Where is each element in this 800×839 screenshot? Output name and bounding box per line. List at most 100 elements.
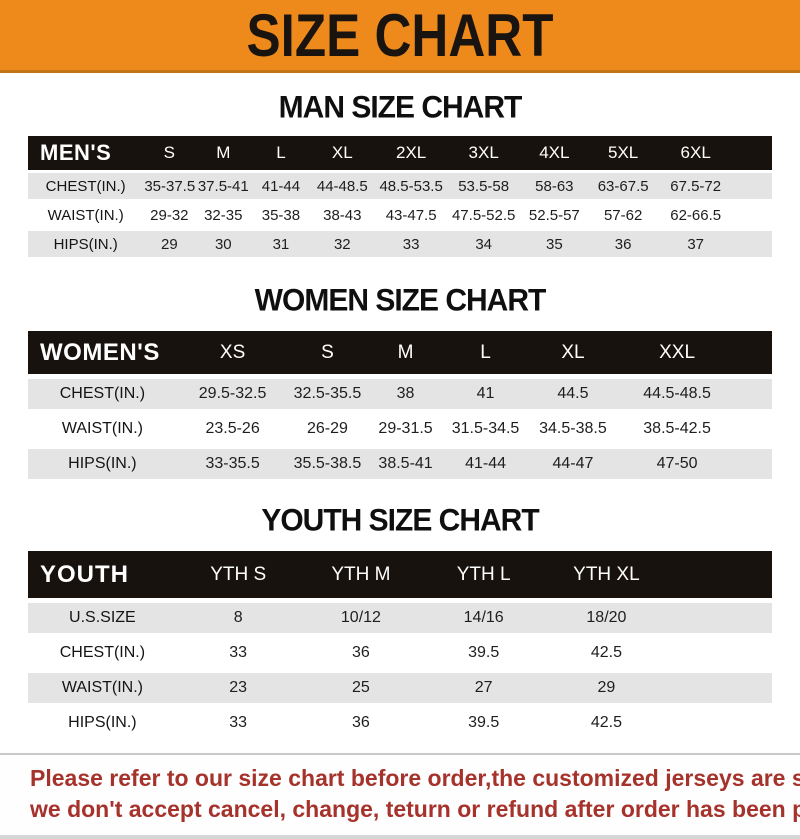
size-cell: 35-37.5 bbox=[143, 173, 196, 199]
column-header: YTH XL bbox=[545, 551, 668, 598]
row-spacer bbox=[668, 638, 772, 668]
table-row: U.S.SIZE 8 10/12 14/16 18/20 bbox=[28, 603, 772, 633]
row-label: HIPS(IN.) bbox=[28, 449, 177, 479]
size-cell: 38 bbox=[366, 379, 445, 409]
table-band-label: WOMEN'S bbox=[28, 331, 177, 374]
size-chart-banner: SIZE CHART bbox=[0, 0, 800, 73]
size-cell: 42.5 bbox=[590, 644, 622, 661]
row-spacer bbox=[734, 449, 772, 479]
row-spacer bbox=[667, 673, 772, 703]
column-header: S bbox=[288, 331, 367, 374]
column-header: 2XL bbox=[373, 136, 449, 170]
size-cell: 47.5-52.5 bbox=[451, 206, 516, 224]
column-header: YTH S bbox=[176, 551, 300, 598]
column-header: L bbox=[251, 136, 311, 170]
size-cell: 33 bbox=[229, 644, 248, 661]
table-row: CHEST(IN.) 35-37.5 37.5-41 41-44 44-48.5 48.5… bbox=[28, 173, 772, 199]
size-cell: 38-43 bbox=[323, 206, 362, 224]
section-title: WOMEN SIZE CHART bbox=[254, 283, 547, 318]
size-cell: 33 bbox=[373, 231, 449, 257]
size-cell: 41 bbox=[444, 379, 527, 409]
table-row: CHEST(IN.) 29.5-32.5 32.5-35.5 38 41 44.5 44.5… bbox=[28, 379, 772, 409]
table-band-label: MEN'S bbox=[28, 136, 144, 170]
column-header: 3XL bbox=[448, 136, 519, 170]
table-row: HIPS(IN.) 29 30 31 32 33 34 35 36 37 bbox=[28, 231, 772, 257]
column-header: M bbox=[366, 331, 445, 374]
size-cell: 31 bbox=[251, 231, 311, 257]
header-spacer bbox=[734, 331, 772, 374]
column-header: L bbox=[444, 331, 527, 374]
size-cell: 33-35.5 bbox=[176, 449, 289, 479]
size-cell: 44-48.5 bbox=[310, 173, 374, 199]
table-header-row: MEN'S S M L XL 2XL 3XL 4XL 5XL 6XL bbox=[28, 136, 772, 170]
header-spacer bbox=[667, 551, 772, 598]
size-cell: 39.5 bbox=[468, 644, 500, 661]
size-cell: 38.5-41 bbox=[366, 449, 445, 479]
size-tables-container: MAN SIZE CHART MEN'S S M L XL 2XL 3XL 4XL 5XL 6XL C… bbox=[0, 90, 800, 743]
size-cell: 35-38 bbox=[261, 206, 301, 224]
size-cell: 10/12 bbox=[299, 603, 423, 633]
column-header: XS bbox=[176, 331, 289, 374]
table-row: WAIST(IN.) 29-32 32-35 35-38 38-43 43-47.5 47.… bbox=[28, 202, 772, 228]
row-label: U.S.SIZE bbox=[28, 603, 177, 633]
size-cell: 35.5-38.5 bbox=[288, 449, 367, 479]
size-table: YOUTH YTH S YTH M YTH L YTH XL U.S.SIZE 8 10/12… bbox=[28, 546, 772, 743]
size-cell: 14/16 bbox=[422, 603, 546, 633]
size-section: WOMEN SIZE CHART WOMEN'S XS S M L XL XXL CHEST(I… bbox=[28, 283, 772, 484]
row-spacer bbox=[734, 379, 772, 409]
size-cell: 44.5-48.5 bbox=[619, 379, 735, 409]
table-header-row: WOMEN'S XS S M L XL XXL bbox=[28, 331, 772, 374]
size-cell: 25 bbox=[299, 673, 423, 703]
row-spacer bbox=[734, 231, 772, 257]
size-cell: 33 bbox=[229, 714, 248, 731]
size-cell: 63-67.5 bbox=[589, 173, 657, 199]
footer-disclaimer: Please refer to our size chart before or… bbox=[0, 753, 800, 839]
banner-title: SIZE CHART bbox=[246, 0, 554, 70]
size-cell: 29-32 bbox=[150, 206, 189, 224]
row-label: WAIST(IN.) bbox=[61, 420, 143, 437]
row-spacer bbox=[734, 173, 772, 199]
size-cell: 35 bbox=[519, 231, 590, 257]
row-label: WAIST(IN.) bbox=[28, 673, 177, 703]
size-cell: 29-31.5 bbox=[378, 420, 433, 437]
disclaimer-line-1: Please refer to our size chart before or… bbox=[30, 764, 800, 792]
size-cell: 34 bbox=[448, 231, 519, 257]
size-cell: 26-29 bbox=[306, 420, 348, 437]
row-label: HIPS(IN.) bbox=[28, 231, 144, 257]
size-cell: 67.5-72 bbox=[656, 173, 735, 199]
size-cell: 29.5-32.5 bbox=[176, 379, 289, 409]
table-row: WAIST(IN.) 23 25 27 29 bbox=[28, 673, 772, 703]
column-header: S bbox=[143, 136, 196, 170]
size-cell: 32-35 bbox=[204, 206, 243, 224]
row-label: CHEST(IN.) bbox=[59, 644, 146, 661]
size-table: WOMEN'S XS S M L XL XXL CHEST(IN.) 29.5-32.5 32.5… bbox=[28, 326, 772, 484]
size-cell: 37 bbox=[656, 231, 735, 257]
section-title: MAN SIZE CHART bbox=[278, 90, 523, 125]
section-title: YOUTH SIZE CHART bbox=[261, 503, 539, 538]
size-cell: 52.5-57 bbox=[528, 206, 580, 224]
size-cell: 44-47 bbox=[526, 449, 620, 479]
size-cell: 30 bbox=[195, 231, 252, 257]
size-cell: 32 bbox=[310, 231, 374, 257]
size-cell: 27 bbox=[422, 673, 546, 703]
size-cell: 23 bbox=[176, 673, 300, 703]
table-band-label: YOUTH bbox=[28, 551, 177, 598]
size-cell: 41-44 bbox=[251, 173, 311, 199]
column-header: YTH M bbox=[299, 551, 423, 598]
size-cell: 42.5 bbox=[590, 714, 622, 731]
row-spacer bbox=[668, 708, 772, 738]
table-row: HIPS(IN.) 33-35.5 35.5-38.5 38.5-41 41-44 44-… bbox=[28, 449, 772, 479]
size-cell: 18/20 bbox=[545, 603, 668, 633]
size-cell: 37.5-41 bbox=[195, 173, 252, 199]
size-cell: 58-63 bbox=[519, 173, 590, 199]
size-cell: 32.5-35.5 bbox=[288, 379, 367, 409]
size-cell: 57-62 bbox=[603, 206, 643, 224]
row-label: WAIST(IN.) bbox=[47, 206, 124, 224]
row-spacer bbox=[735, 414, 772, 444]
table-row: WAIST(IN.) 23.5-26 26-29 29-31.5 31.5-34.5 34… bbox=[28, 414, 772, 444]
table-header-row: YOUTH YTH S YTH M YTH L YTH XL bbox=[28, 551, 772, 598]
column-header: XL bbox=[310, 136, 374, 170]
size-cell: 34.5-38.5 bbox=[539, 420, 607, 437]
row-label: CHEST(IN.) bbox=[28, 379, 177, 409]
size-section: MAN SIZE CHART MEN'S S M L XL 2XL 3XL 4XL 5XL 6XL C… bbox=[28, 90, 772, 260]
